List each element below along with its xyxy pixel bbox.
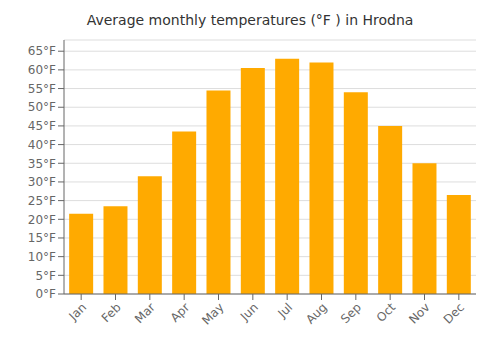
svg-text:Jul: Jul [274,300,295,321]
svg-text:50°F: 50°F [28,100,56,114]
svg-text:Jan: Jan [66,300,90,324]
svg-text:10°F: 10°F [28,250,56,264]
svg-text:Dec: Dec [441,300,467,326]
svg-text:5°F: 5°F [35,269,56,283]
svg-text:60°F: 60°F [28,63,56,77]
svg-text:20°F: 20°F [28,213,56,227]
svg-text:65°F: 65°F [28,44,56,58]
svg-text:Aug: Aug [303,300,329,326]
svg-text:Sep: Sep [338,300,364,326]
svg-text:Feb: Feb [99,300,124,325]
svg-text:Oct: Oct [374,300,399,325]
svg-text:Apr: Apr [168,300,193,325]
svg-text:25°F: 25°F [28,194,56,208]
svg-text:15°F: 15°F [28,231,56,245]
svg-text:55°F: 55°F [28,82,56,96]
svg-text:Jun: Jun [237,300,261,324]
svg-text:40°F: 40°F [28,138,56,152]
svg-text:May: May [199,300,226,327]
svg-text:Mar: Mar [132,300,158,326]
svg-text:0°F: 0°F [35,287,56,301]
svg-text:Nov: Nov [406,300,432,326]
svg-text:35°F: 35°F [28,157,56,171]
html-text:Average monthly temperatures (: Average monthly temperatures (°F ) in Hr… [86,12,414,28]
svg-text:30°F: 30°F [28,175,56,189]
svg-text:45°F: 45°F [28,119,56,133]
